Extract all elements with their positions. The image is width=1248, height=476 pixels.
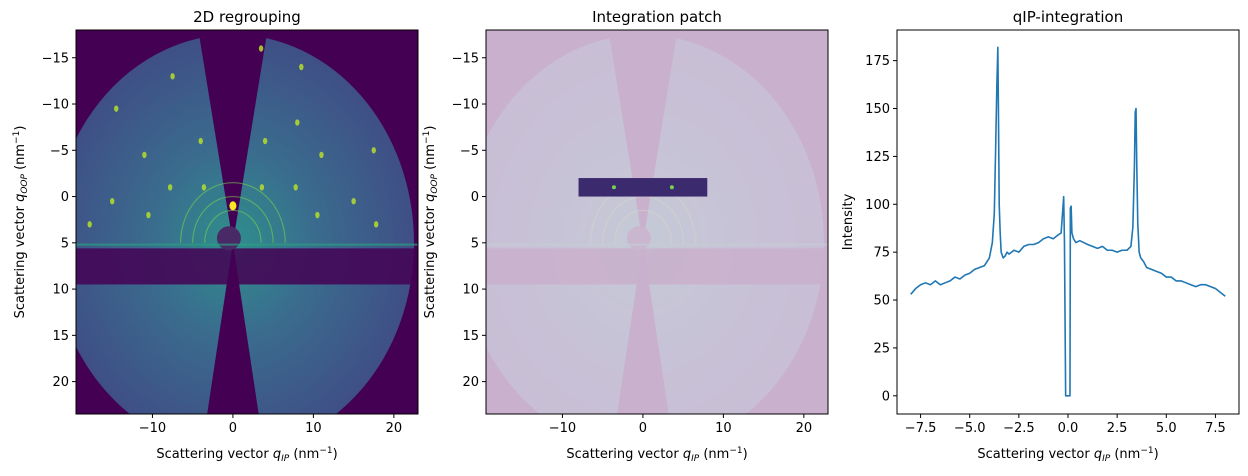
missing-wedge-upper [198, 30, 268, 243]
bragg-peak [315, 211, 320, 219]
bragg-peak [198, 137, 203, 145]
y-tick-label: 0 [61, 190, 69, 205]
bragg-peak [351, 197, 356, 205]
bragg-peak [295, 119, 300, 126]
bragg-peak [114, 105, 119, 112]
panel3-plot-area [897, 30, 1239, 414]
patch-peak [611, 185, 616, 190]
panel1-axes-frame [75, 29, 419, 415]
y-tick-label: 5 [471, 236, 479, 251]
missing-wedge-lower [207, 242, 259, 414]
panel2-axes-frame [485, 29, 829, 415]
patch-overlay [486, 30, 828, 414]
y-tick-label: 20 [52, 375, 69, 390]
detector-disk [76, 34, 414, 414]
y-tick-label: −5 [50, 144, 69, 159]
y-tick-label: 100 [865, 198, 890, 213]
diffraction-ring [204, 209, 262, 243]
bragg-peak [293, 184, 298, 191]
y-tick-label: −10 [452, 98, 479, 113]
panel2-image [486, 30, 828, 414]
x-tick-label: −10 [139, 421, 166, 436]
x-tick-label: 0 [229, 421, 237, 436]
bragg-peak [259, 184, 265, 191]
y-tick-label: 20 [462, 375, 479, 390]
bragg-peak [258, 45, 264, 52]
y-tick-label: 10 [462, 283, 479, 298]
specular-peak [229, 201, 237, 211]
panel-integration-patch: Integration patch −10 0 10 20 20 15 10 5 0 −5 −10… [422, 8, 829, 464]
y-tick-label: 25 [873, 341, 890, 356]
y-tick-label: 75 [873, 246, 890, 261]
panel-qip-integration: qIP-integration −7.5 −5.0 −2.5 0.0 2.5 5.0 7.5… [841, 8, 1240, 464]
y-tick-label: 0 [471, 190, 479, 205]
x-tick-label: 5.0 [1156, 421, 1177, 436]
x-tick-label: 0 [639, 421, 647, 436]
x-tick-label: −10 [549, 421, 576, 436]
bragg-peak [371, 147, 376, 154]
panel2-xlabel: Scattering vector qIP (nm−1) [566, 446, 747, 464]
panel3-xlabel: Scattering vector qIP (nm−1) [977, 446, 1158, 464]
panel1-image [76, 30, 418, 414]
x-tick-label: 10 [715, 421, 732, 436]
y-tick-label: 150 [865, 102, 890, 117]
horizon-shadow [76, 248, 418, 285]
y-tick-label: −15 [452, 51, 479, 66]
diffraction-ring [192, 195, 274, 243]
beamstop [216, 226, 241, 251]
x-tick-label: 20 [796, 421, 813, 436]
y-tick-label: −10 [42, 98, 69, 113]
panel1-xlabel: Scattering vector qIP (nm−1) [156, 446, 337, 464]
x-tick-label: 0.0 [1058, 421, 1079, 436]
panel1-ylabel: Scattering vector qOOP (nm−1) [12, 126, 30, 319]
panel2-ylabel: Scattering vector qOOP (nm−1) [422, 126, 440, 319]
y-tick-label: −5 [460, 144, 479, 159]
x-tick-label: 2.5 [1107, 421, 1128, 436]
bragg-peak [167, 184, 173, 191]
x-tick-label: −5.0 [954, 421, 986, 436]
y-tick-label: 10 [52, 283, 69, 298]
bragg-peak [262, 137, 268, 145]
x-tick-label: −2.5 [1003, 421, 1035, 436]
y-tick-label: 50 [873, 294, 890, 309]
intensity-line [910, 46, 1226, 397]
patch-peak [669, 185, 674, 190]
bragg-peak [319, 151, 324, 159]
bragg-peak [373, 221, 379, 228]
x-tick-label: 20 [386, 421, 403, 436]
diffraction-ring [180, 182, 286, 243]
bragg-peak [110, 197, 115, 205]
x-tick-label: 10 [305, 421, 322, 436]
panel3-title: qIP-integration [1013, 8, 1123, 26]
panel2-title: Integration patch [592, 8, 722, 26]
panel-2d-regrouping: 2D regrouping −10 0 10 20 20151050−5−10−15 … [12, 8, 419, 464]
integration-patch [578, 178, 708, 197]
y-tick-label: −15 [42, 51, 69, 66]
bragg-peak [170, 73, 175, 80]
y-tick-label: 0 [882, 389, 890, 404]
bragg-peak [87, 221, 92, 228]
bragg-peak [142, 151, 147, 159]
bragg-peak [299, 63, 304, 71]
y-tick-label: 15 [52, 329, 69, 344]
y-tick-label: 125 [865, 150, 890, 165]
x-tick-label: −7.5 [905, 421, 937, 436]
panel3-ylabel: Intensity [841, 193, 856, 250]
bragg-peak [201, 184, 207, 191]
panel1-title: 2D regrouping [193, 8, 301, 26]
x-tick-label: 7.5 [1205, 421, 1226, 436]
y-tick-label: 15 [462, 329, 479, 344]
y-tick-label: 5 [61, 236, 69, 251]
y-tick-label: 175 [865, 54, 890, 69]
bragg-peak [146, 211, 151, 219]
